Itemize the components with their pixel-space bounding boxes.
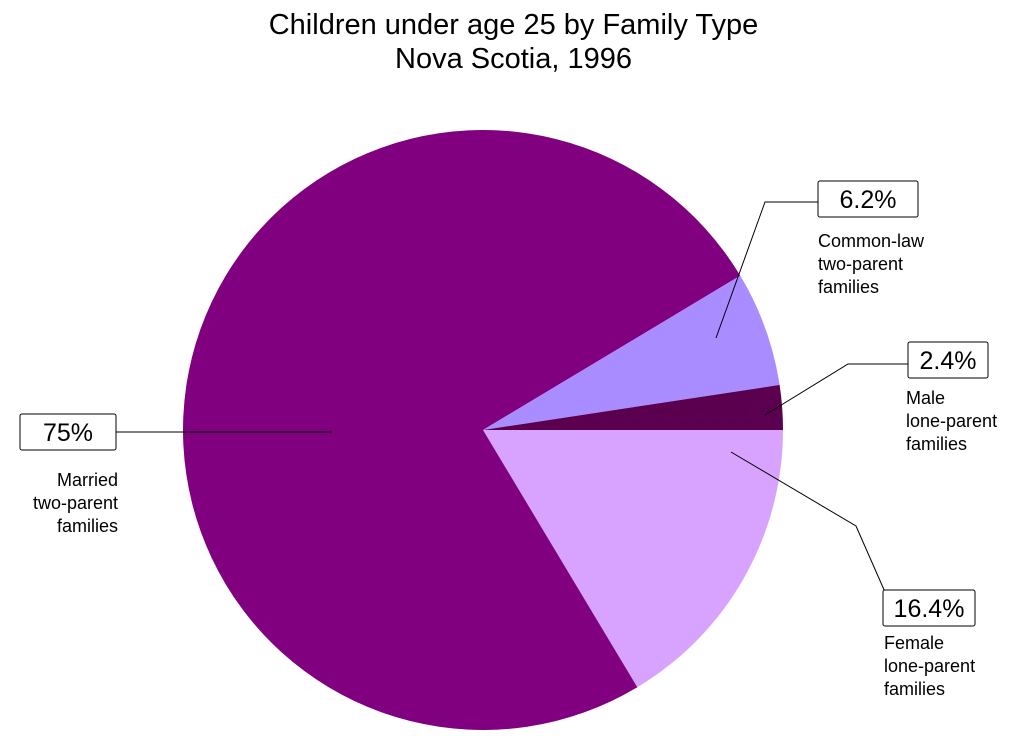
category-label-married: Married two-parent families [33, 470, 118, 536]
category-label-line: two-parent [818, 254, 903, 274]
category-label-line: lone-parent [906, 411, 997, 431]
value-label-male: 2.4% [920, 347, 977, 375]
chart-title-line1: Children under age 25 by Family Type [268, 9, 759, 41]
category-label-line: families [906, 434, 967, 454]
pie-slice-married [183, 130, 741, 731]
leader-line-female [730, 451, 886, 593]
value-label-box-married: 75% [19, 413, 117, 451]
value-label-box-common-law: 6.2% [817, 180, 919, 218]
slice-labels: 75% Married two-parent families 6.2% Common-l… [19, 180, 997, 699]
category-label-line: families [884, 679, 945, 699]
category-label-line: Married [57, 470, 118, 490]
category-label-line: Female [884, 633, 944, 653]
leader-line-male [764, 363, 908, 416]
category-label-line: lone-parent [884, 656, 975, 676]
slices-layer [183, 130, 783, 731]
value-label-frame [882, 589, 976, 627]
leader-line-common-law [715, 201, 818, 339]
category-label-line: families [57, 516, 118, 536]
category-label-female: Female lone-parent families [884, 633, 975, 699]
category-label-line: Male [906, 388, 945, 408]
value-label-female: 16.4% [894, 595, 965, 623]
value-label-common-law: 6.2% [840, 186, 897, 214]
category-label-male: Male lone-parent families [906, 388, 997, 454]
value-label-frame [817, 180, 919, 218]
pie-slice-common-law [483, 275, 780, 430]
chart-subtitle: Nova Scotia, 1996 [395, 43, 632, 75]
leader-lines [116, 201, 908, 593]
value-label-frame [19, 413, 117, 451]
value-label-married: 75% [43, 419, 93, 447]
category-label-line: two-parent [33, 493, 118, 513]
value-label-box-male: 2.4% [907, 341, 989, 379]
category-label-common-law: Common-law two-parent families [818, 231, 925, 297]
pie-slice-male [483, 384, 783, 430]
value-label-frame [907, 341, 989, 379]
chart-title: Children under age 25 by Family Type Nov… [0, 8, 1027, 76]
value-label-box-female: 16.4% [882, 589, 976, 627]
pie-slice-female [483, 430, 783, 688]
category-label-line: families [818, 277, 879, 297]
category-label-line: Common-law [818, 231, 925, 251]
